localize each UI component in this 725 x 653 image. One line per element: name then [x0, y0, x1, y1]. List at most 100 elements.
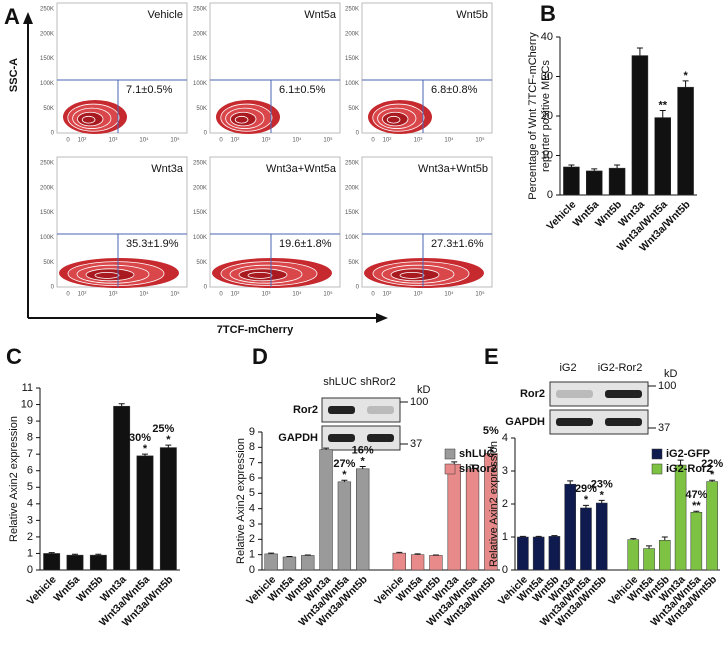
a-x-label: 7TCF-mCherry [217, 324, 294, 336]
y-tick-label: 8 [27, 432, 33, 444]
y-axis-label: Relative Axin2 expression [8, 416, 20, 542]
flow-x-tick: 0 [66, 138, 70, 144]
y-tick-label: 9 [249, 426, 255, 438]
error-bar [568, 164, 575, 167]
y-tick-label: 10 [21, 398, 33, 410]
error-bar [95, 553, 102, 556]
gate-percent: 7.1±0.5% [126, 84, 173, 96]
y-tick-label: 3 [27, 514, 33, 526]
bar [465, 468, 480, 571]
error-bar [48, 552, 55, 554]
error-bar [677, 459, 684, 466]
flow-x-tick: 0 [66, 292, 70, 298]
x-tick-label: Vehicle [25, 573, 59, 607]
flow-y-tick: 150K [193, 210, 207, 216]
legend-swatch [651, 463, 663, 475]
y-tick-label: 2 [27, 531, 33, 543]
y-tick-label: 9 [27, 415, 33, 427]
panel-letter: D [252, 344, 268, 369]
significance: * [342, 469, 347, 481]
flow-y-tick: 50K [348, 106, 359, 112]
a-y-label: SSC-A [8, 58, 20, 92]
flow-y-tick: 100K [193, 81, 207, 87]
flow-y-tick: 150K [193, 56, 207, 62]
gate-percent: 35.3±1.9% [126, 238, 179, 250]
error-bar [535, 535, 542, 537]
a-x-arrowhead [376, 313, 388, 323]
flow-x-tick: 10⁵ [475, 137, 485, 144]
significance: * [584, 494, 589, 506]
error-bar [142, 453, 148, 456]
error-bar [693, 510, 700, 513]
y-tick-label: 7 [27, 448, 33, 460]
flow-x-tick: 10² [383, 138, 392, 144]
y-tick-label: 6 [27, 465, 33, 477]
percent-label: 47% [685, 489, 707, 501]
percent-label: 25% [152, 423, 174, 435]
error-bar [268, 552, 275, 554]
y-axis-label: reporter positive MECs [540, 60, 552, 172]
flow-y-tick: 200K [40, 31, 54, 37]
y-tick-label: 0 [249, 564, 255, 576]
error-bar [396, 551, 403, 554]
error-bar [165, 444, 172, 448]
blot-band [605, 390, 642, 398]
lane-label: shLUC [323, 376, 357, 388]
gate-percent: 19.6±1.8% [279, 238, 332, 250]
flow-y-tick: 150K [40, 210, 54, 216]
y-tick-label: 4 [249, 503, 255, 515]
a-y-arrowhead [23, 12, 33, 24]
bar [159, 447, 177, 571]
bar [264, 553, 278, 571]
flow-y-tick: 200K [193, 185, 207, 191]
error-bar [598, 499, 605, 504]
flow-y-tick: 100K [40, 81, 54, 87]
blot-band [367, 434, 394, 442]
legend-swatch [444, 463, 456, 475]
flow-x-tick: 10⁵ [323, 291, 333, 298]
y-tick-label: 1 [249, 549, 255, 561]
y-tick-label: 2 [502, 498, 508, 510]
flow-x-tick: 10² [231, 292, 240, 298]
flow-y-tick: 100K [345, 81, 359, 87]
error-bar [341, 479, 348, 482]
flow-x-tick: 10⁴ [444, 291, 454, 298]
blot-band [328, 434, 355, 442]
y-tick-label: 10 [541, 149, 553, 161]
y-tick-label: 4 [502, 432, 508, 444]
lane-label: iG2 [559, 362, 576, 374]
y-tick-label: 5 [27, 481, 33, 493]
y-tick-label: 6 [249, 472, 255, 484]
flow-x-tick: 10³ [109, 292, 118, 298]
flow-contour [234, 115, 249, 124]
flow-y-tick: 200K [40, 185, 54, 191]
flow-y-tick: 250K [193, 161, 207, 167]
flow-y-tick: 50K [196, 260, 207, 266]
y-tick-label: 3 [249, 518, 255, 530]
flow-y-tick: 250K [193, 7, 207, 13]
y-tick-label: 7 [249, 457, 255, 469]
blot-band [605, 418, 642, 426]
bar [532, 536, 545, 571]
blot-row-label: GAPDH [278, 432, 318, 444]
significance: * [710, 469, 715, 481]
bar [548, 536, 561, 571]
unit-label: kD [664, 368, 678, 380]
percent-label: 27% [333, 458, 355, 470]
bar [301, 555, 315, 571]
error-bar [591, 168, 598, 171]
bar [580, 507, 592, 571]
error-bar [582, 504, 589, 508]
y-tick-label: 4 [27, 498, 33, 510]
bar [447, 463, 461, 571]
flow-x-tick: 0 [371, 292, 375, 298]
bar [392, 552, 406, 571]
percent-label: 23% [591, 478, 613, 490]
flow-title: Wnt3a [151, 163, 184, 175]
blot-row-label: Ror2 [293, 404, 318, 416]
error-bar [659, 109, 666, 118]
significance: ** [658, 99, 667, 111]
significance: ** [692, 500, 701, 512]
flow-y-tick: 200K [345, 185, 359, 191]
bar [608, 167, 626, 196]
